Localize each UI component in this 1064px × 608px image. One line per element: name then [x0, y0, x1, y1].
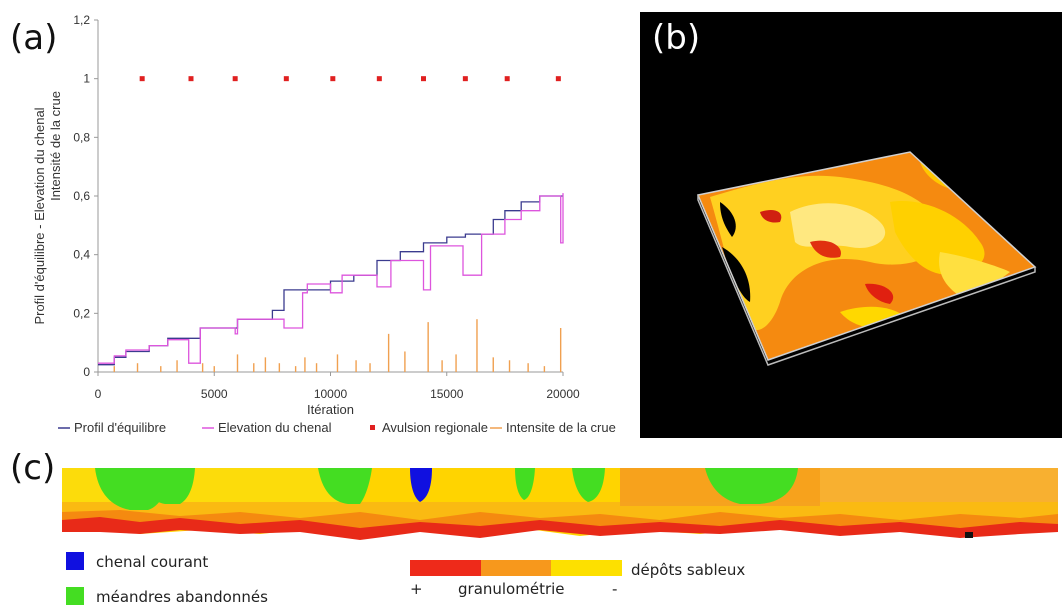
- legend-marker: [370, 425, 375, 430]
- panel-label-a: (a): [10, 18, 58, 58]
- legend-label-chenal: chenal courant: [96, 553, 209, 571]
- legend-label: Elevation du chenal: [218, 420, 332, 435]
- series-elevation-chenal: [98, 193, 564, 364]
- scale-title-granulometrie: granulométrie: [458, 580, 565, 598]
- x-tick-label: 10000: [314, 387, 348, 401]
- scale-red: [410, 560, 481, 576]
- terrain-3d-render: [696, 151, 1037, 366]
- x-tick-label: 20000: [546, 387, 580, 401]
- scale-minus-label: -: [612, 580, 618, 598]
- avulsion-point: [139, 76, 145, 82]
- x-tick-label: 0: [95, 387, 102, 401]
- avulsion-point: [330, 76, 336, 82]
- avulsion-point: [504, 76, 510, 82]
- panel-label-b: (b): [652, 18, 701, 58]
- y-tick-label: 1,2: [73, 13, 90, 27]
- legend-label: Intensite de la crue: [506, 420, 616, 435]
- x-tick-label: 15000: [430, 387, 464, 401]
- y-tick-label: 0,4: [73, 248, 90, 262]
- legend-label-depots: dépôts sableux: [631, 561, 746, 579]
- avulsion-point: [421, 76, 426, 82]
- avulsion-point: [188, 76, 194, 82]
- scale-orange: [480, 560, 552, 576]
- panel-label-c: (c): [10, 448, 56, 488]
- legend-swatch-chenal: [66, 552, 84, 570]
- y-axis-label-line2: Intensité de la crue: [48, 91, 63, 201]
- legend-label-meandres: méandres abandonnés: [96, 588, 268, 606]
- avulsion-point: [555, 76, 561, 82]
- y-tick-label: 0,8: [73, 130, 90, 144]
- x-tick-label: 5000: [201, 387, 228, 401]
- chart-a: 0 0,2 0,4 0,6 0,8 1 1,2 0 5000 10000 15000 20000 Ité…: [32, 13, 616, 435]
- avulsion-point: [232, 76, 238, 82]
- legend-label: Avulsion regionale: [382, 420, 488, 435]
- avulsion-point: [462, 76, 468, 82]
- cross-section-image: [62, 468, 1058, 540]
- scale-yellow: [551, 560, 623, 576]
- scale-plus-label: +: [410, 580, 423, 598]
- y-tick-label: 1: [83, 72, 90, 86]
- y-tick-label: 0,6: [73, 189, 90, 203]
- granulometrie-scale: [410, 560, 623, 576]
- x-axis-label: Itération: [307, 402, 354, 417]
- panel-b-3d-view: [640, 12, 1062, 438]
- y-tick-label: 0: [83, 365, 90, 379]
- panel-c-cross-section: [60, 462, 1060, 552]
- legend-swatch-meandres: [66, 587, 84, 605]
- legend-label: Profil d'équilibre: [74, 420, 166, 435]
- y-tick-label: 0,2: [73, 306, 90, 320]
- y-axis-label-line1: Profil d'équilibre - Elevation du chenal: [32, 107, 47, 324]
- avulsion-point: [283, 76, 289, 82]
- avulsion-point: [376, 76, 382, 82]
